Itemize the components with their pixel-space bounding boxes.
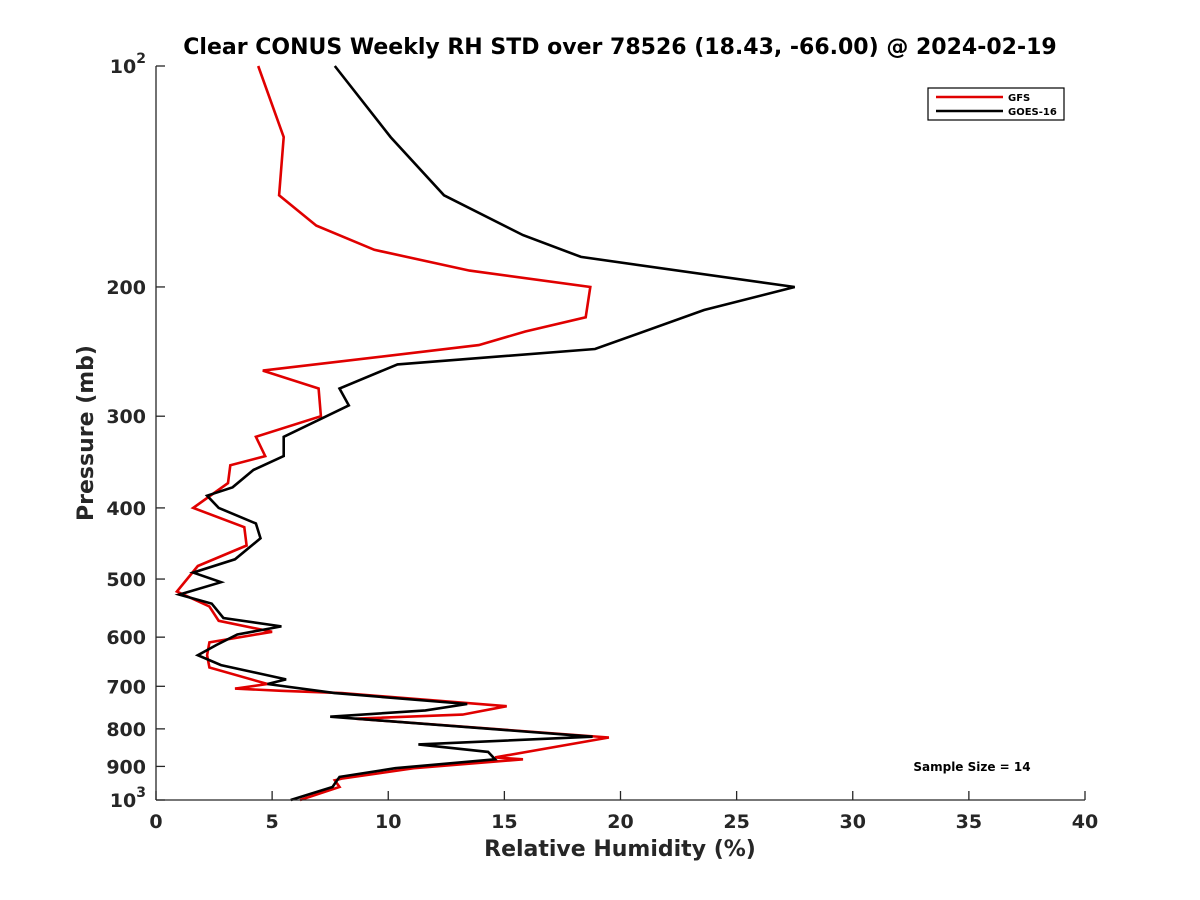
x-tick-label: 20 (607, 811, 633, 833)
y-tick-label: 103 (110, 785, 146, 812)
series-line-goes16 (174, 65, 796, 802)
legend: GFS GOES-16 (927, 87, 1065, 121)
y-tick-label-base: 900 (106, 756, 146, 778)
legend-label-goes16: GOES-16 (1008, 107, 1057, 118)
x-ticks: 0 5 10 15 20 25 30 35 40 (149, 791, 1098, 833)
y-tick-label-base: 300 (106, 406, 146, 428)
y-tick-label-base: 400 (106, 498, 146, 520)
y-tick-label-base: 800 (106, 719, 146, 741)
y-tick-label: 800 (106, 719, 146, 741)
plot-area: 0 5 10 15 20 25 30 35 40 10220030040050060070080… (106, 51, 1098, 833)
y-tick-label: 400 (106, 498, 146, 520)
y-tick-label-base: 200 (106, 277, 146, 299)
y-tick-label-base: 700 (106, 676, 146, 698)
series-layer (174, 65, 796, 802)
y-tick-label-exponent: 2 (136, 51, 146, 67)
y-tick-label-base: 10 (110, 790, 136, 812)
legend-label-gfs: GFS (1008, 93, 1030, 104)
y-tick-label: 200 (106, 277, 146, 299)
chart-title: Clear CONUS Weekly RH STD over 78526 (18… (183, 35, 1056, 60)
y-tick-label-exponent: 3 (136, 785, 146, 801)
x-tick-label: 5 (266, 811, 279, 833)
series-line-gfs (174, 65, 610, 802)
y-tick-label-base: 500 (106, 569, 146, 591)
x-tick-label: 15 (491, 811, 517, 833)
x-tick-label: 25 (723, 811, 749, 833)
y-tick-label: 600 (106, 627, 146, 649)
x-tick-label: 30 (840, 811, 866, 833)
x-tick-label: 35 (956, 811, 982, 833)
x-tick-label: 0 (149, 811, 162, 833)
y-tick-label: 500 (106, 569, 146, 591)
sample-size-annotation: Sample Size = 14 (913, 760, 1030, 774)
legend-box (927, 87, 1065, 121)
x-tick-label: 40 (1072, 811, 1098, 833)
y-tick-label-base: 600 (106, 627, 146, 649)
y-tick-label-base: 10 (110, 56, 136, 78)
y-axis-label: Pressure (mb) (74, 345, 99, 521)
y-tick-label: 102 (110, 51, 146, 78)
y-tick-label: 900 (106, 756, 146, 778)
y-tick-label: 700 (106, 676, 146, 698)
y-tick-label: 300 (106, 406, 146, 428)
x-axis-label: Relative Humidity (%) (484, 837, 756, 862)
x-tick-label: 10 (375, 811, 401, 833)
